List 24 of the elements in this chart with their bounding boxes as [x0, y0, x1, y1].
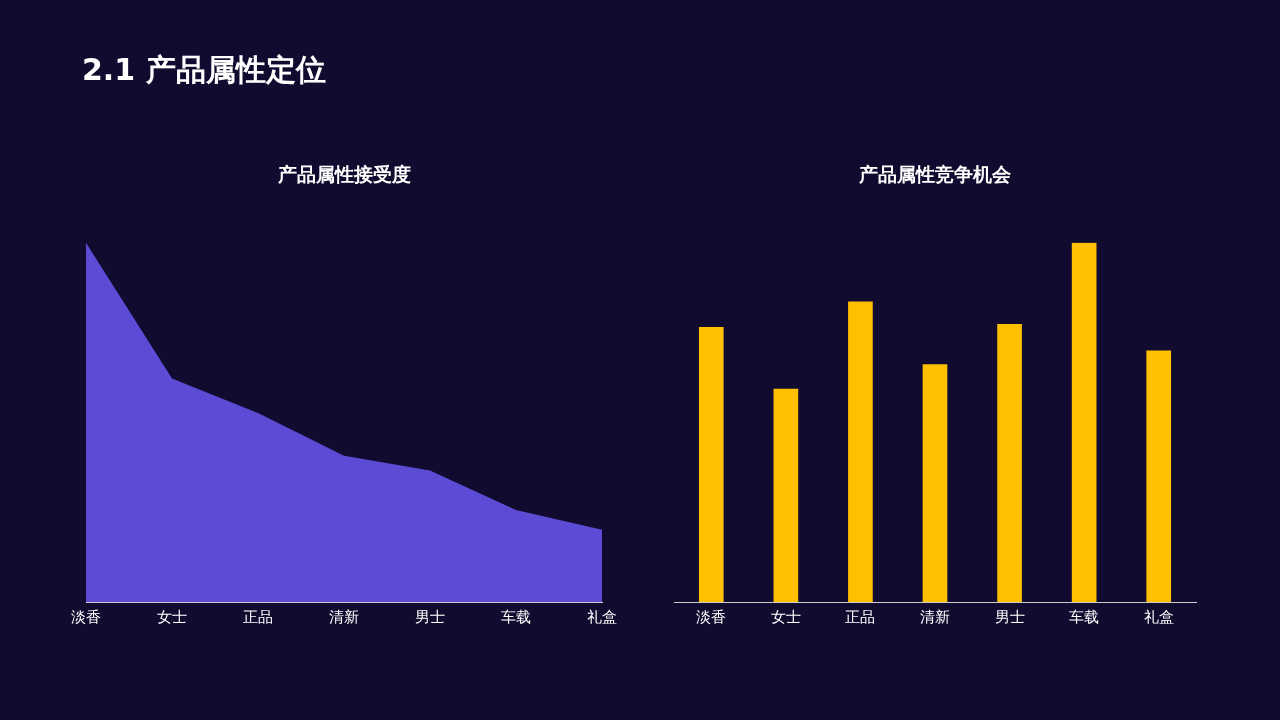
x-tick-label: 淡香 — [696, 607, 727, 626]
x-tick-label: 清新 — [329, 607, 359, 626]
bar — [997, 324, 1022, 602]
x-tick-label: 女士 — [157, 607, 187, 626]
bar — [922, 364, 948, 602]
bar — [773, 388, 799, 602]
bar — [1146, 350, 1172, 602]
text: 2.1 产品属性定位 — [82, 51, 326, 89]
x-tick-label: 清新 — [920, 607, 950, 626]
x-tick-label: 正品 — [243, 607, 273, 626]
x-tick-label: 车载 — [501, 607, 531, 626]
chart-title: 产品属性接受度 — [276, 163, 411, 186]
x-tick-label: 正品 — [845, 607, 876, 626]
chart-title: 产品属性竞争机会 — [858, 163, 1012, 186]
bar — [698, 326, 724, 602]
bar — [848, 301, 873, 602]
x-tick-label: 礼盒 — [1143, 607, 1174, 626]
x-tick-label: 车载 — [1069, 607, 1100, 626]
bar — [1071, 242, 1097, 602]
x-tick-label: 礼盒 — [587, 607, 617, 626]
x-tick-label: 女士 — [770, 607, 801, 626]
x-tick-label: 男士 — [994, 607, 1025, 626]
x-tick-label: 淡香 — [71, 607, 101, 626]
x-tick-label: 男士 — [415, 607, 445, 626]
